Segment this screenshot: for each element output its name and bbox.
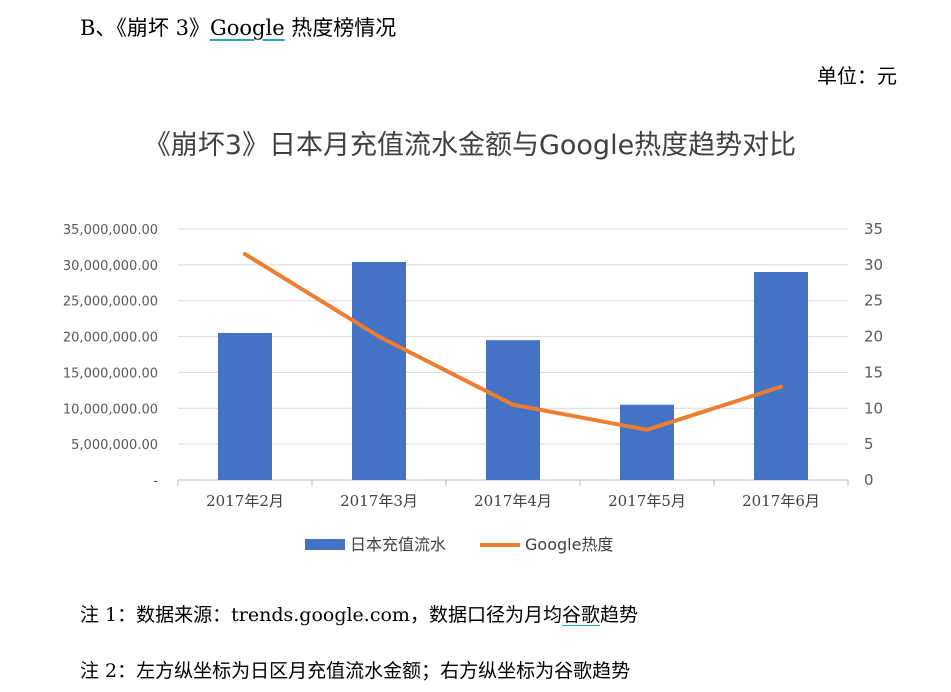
left-axis-tick-label: 35,000,000.00	[63, 223, 158, 238]
right-axis-tick-label: 5	[864, 435, 874, 453]
left-axis-tick-label: 5,000,000.00	[71, 438, 158, 453]
right-axis-tick-label: 35	[864, 220, 883, 238]
bar-4	[620, 404, 674, 480]
bar-1	[218, 332, 272, 480]
x-axis-tick-label: 2017年6月	[742, 492, 820, 510]
right-axis-tick-label: 30	[864, 256, 883, 274]
heading-suffix: 热度榜情况	[284, 16, 397, 40]
right-axis-tick-label: 25	[864, 292, 883, 310]
x-axis-tick-label: 2017年2月	[206, 492, 284, 510]
legend-swatch-bars	[305, 539, 345, 550]
left-axis-tick-label: 25,000,000.00	[63, 295, 158, 310]
right-axis-tick-label: 20	[864, 328, 883, 346]
left-axis-tick-label: 20,000,000.00	[63, 331, 158, 346]
google-trend-point-5	[779, 384, 783, 389]
heading-keyword: Google	[209, 16, 285, 40]
x-axis-tick-label: 2017年5月	[608, 492, 686, 510]
bar-2	[352, 261, 406, 480]
google-trend-point-3	[511, 402, 515, 407]
note-1-keyword: 谷歌	[561, 604, 600, 626]
right-axis-tick-label: 0	[864, 471, 874, 489]
note-1: 注 1：数据来源：trends.google.com，数据口径为月均谷歌趋势	[80, 600, 638, 627]
google-trend-point-2	[377, 334, 381, 339]
bar-5	[754, 272, 808, 480]
google-trend-point-1	[243, 252, 247, 257]
legend-label-bars: 日本充值流水	[350, 535, 446, 554]
chart-title: 《崩坏3》日本月充值流水金额与Google热度趋势对比	[143, 130, 797, 161]
x-axis-tick-label: 2017年3月	[340, 492, 418, 510]
left-axis-tick-label: -	[153, 474, 158, 489]
heading-prefix: B、《崩坏 3》	[80, 16, 210, 40]
x-axis-tick-label: 2017年4月	[474, 492, 552, 510]
legend-label-line: Google热度	[525, 535, 613, 554]
note-1-prefix: 注 1：数据来源：trends.google.com，数据口径为月均	[80, 604, 562, 626]
section-heading: B、《崩坏 3》Google 热度榜情况	[80, 12, 396, 42]
google-trend-point-4	[645, 427, 649, 432]
note-2: 注 2：左方纵坐标为日区月充值流水金额；右方纵坐标为谷歌趋势	[80, 660, 631, 682]
left-axis-tick-label: 30,000,000.00	[63, 259, 158, 274]
right-axis-tick-label: 10	[864, 399, 883, 417]
unit-label: 单位：元	[817, 64, 897, 88]
left-axis-tick-label: 10,000,000.00	[63, 402, 158, 417]
note-1-suffix: 趋势	[599, 604, 638, 626]
right-axis-tick-label: 15	[864, 363, 883, 381]
chart-plot: - 0 5,000,000.00 5 10,000,000.00 10 15,000,000…	[63, 220, 883, 554]
left-axis-tick-label: 15,000,000.00	[63, 366, 158, 381]
